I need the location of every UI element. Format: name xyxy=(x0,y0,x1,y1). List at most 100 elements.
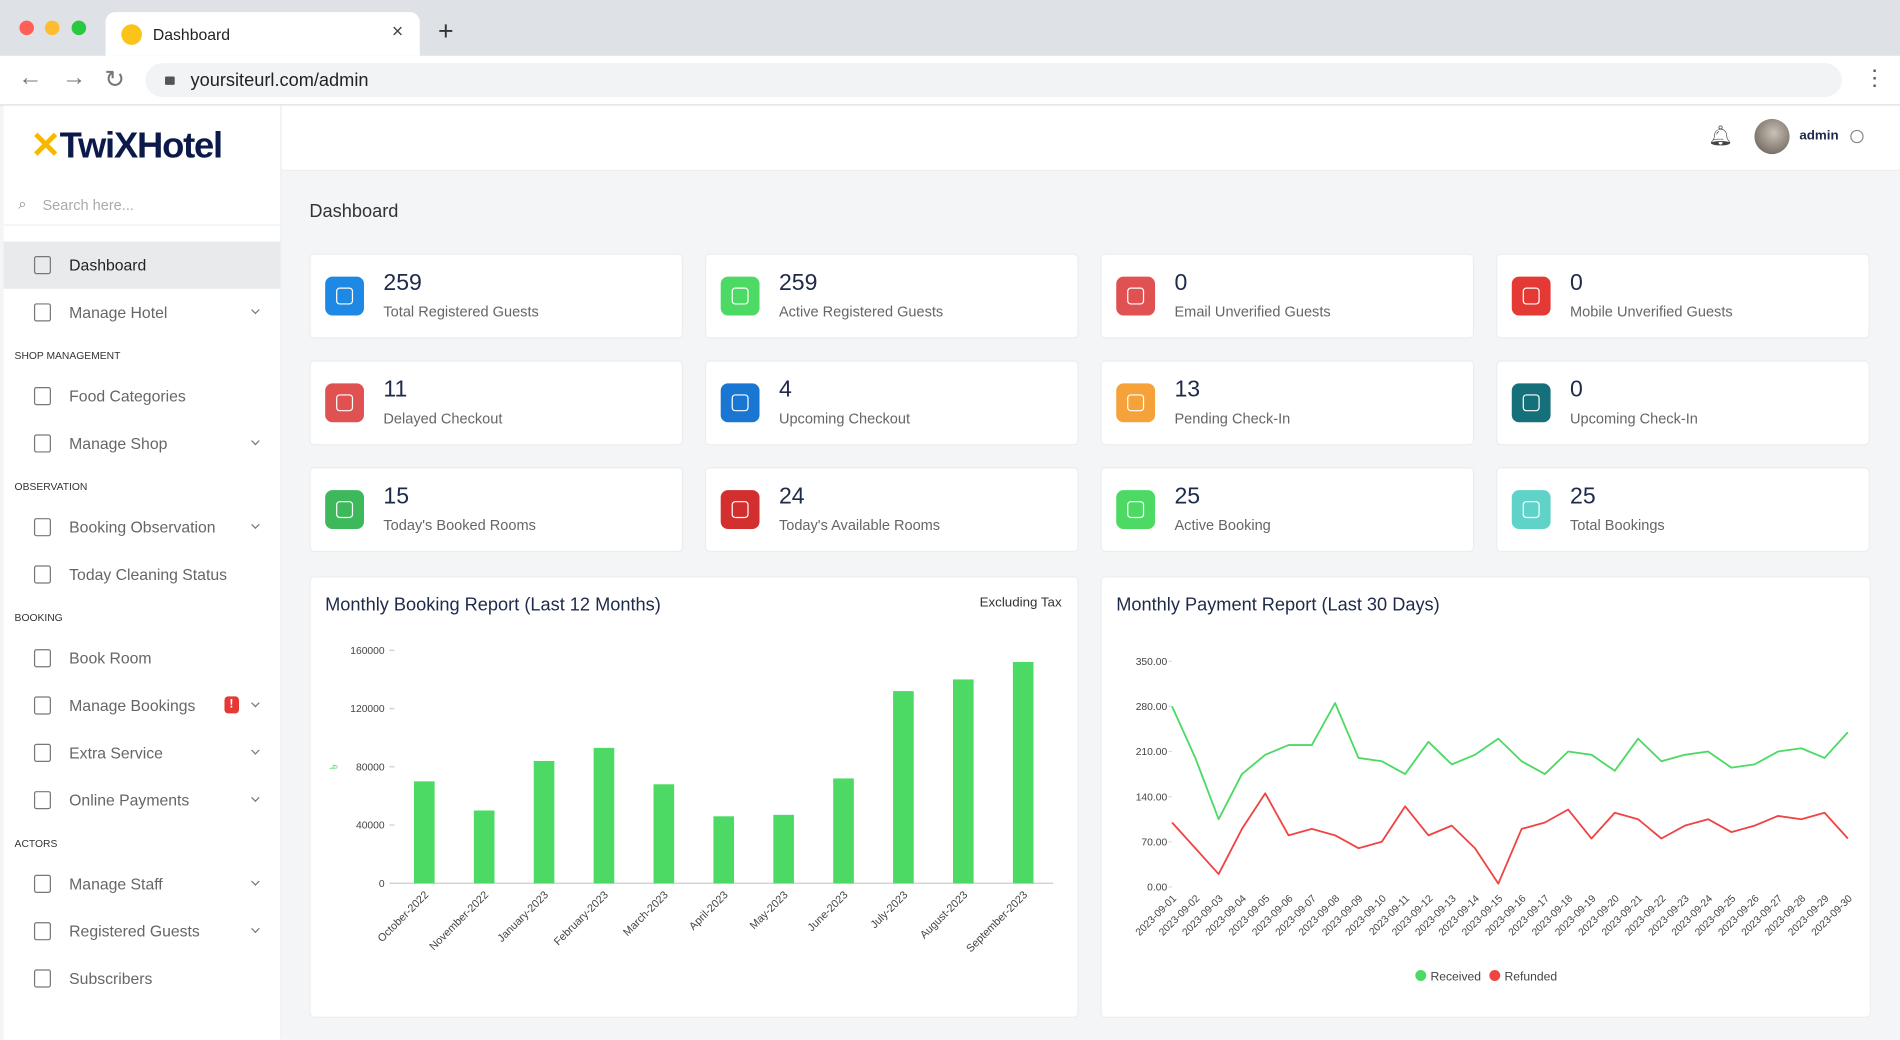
menu-icon xyxy=(33,874,51,893)
bar xyxy=(893,691,914,884)
stat-label: Total Registered Guests xyxy=(383,303,539,321)
stat-value: 0 xyxy=(1570,377,1583,403)
x-tick-label: November-2022 xyxy=(427,889,491,953)
avatar[interactable] xyxy=(1754,118,1790,155)
stat-card: 25 Total Bookings xyxy=(1495,467,1870,553)
stat-icon-glyph xyxy=(731,394,749,412)
stat-icon xyxy=(720,383,760,423)
stat-icon xyxy=(720,490,760,529)
sidebar: ✕TwiXHotel ⌕ Search here... Dashboard Man… xyxy=(3,105,282,1040)
menu-heading: BOOKING xyxy=(4,598,281,634)
bar xyxy=(413,781,435,884)
menu-button[interactable]: ⋮ xyxy=(1863,65,1886,90)
forward-button[interactable]: → xyxy=(61,64,87,91)
logo-mark: ✕ xyxy=(30,126,61,167)
maximize-dot[interactable] xyxy=(71,20,87,36)
tab-close[interactable]: × xyxy=(391,21,404,43)
menu-item[interactable]: Book Room xyxy=(4,635,281,682)
legend-label[interactable]: Refunded xyxy=(1504,969,1557,983)
stat-label: Email Unverified Guests xyxy=(1174,303,1331,321)
stat-icon-glyph xyxy=(1127,394,1145,412)
reload-button[interactable]: ↻ xyxy=(104,66,125,94)
bar xyxy=(713,816,735,884)
x-tick-label: August-2023 xyxy=(918,889,970,941)
menu-icon xyxy=(33,256,51,275)
y-axis-label: ৳ xyxy=(328,764,340,769)
stat-icon-glyph xyxy=(1127,287,1145,305)
menu-icon xyxy=(33,791,51,810)
bar xyxy=(533,760,555,884)
logo[interactable]: ✕TwiXHotel xyxy=(30,125,224,167)
chart-card xyxy=(309,576,1079,1018)
menu-item[interactable]: Manage Shop xyxy=(4,420,281,467)
x-tick-label: June-2023 xyxy=(806,889,851,934)
x-tick-label: May-2023 xyxy=(748,889,791,932)
logo-text: TwiXHotel xyxy=(59,126,224,167)
stat-value: 259 xyxy=(778,270,818,297)
stat-value: 11 xyxy=(383,377,408,403)
address-bar[interactable]: yoursiteurl.com/admin xyxy=(145,63,1842,98)
stat-icon xyxy=(720,276,760,316)
stat-card: 4 Upcoming Checkout xyxy=(704,360,1079,446)
menu-heading-text: SHOP MANAGEMENT xyxy=(14,349,121,362)
stat-icon-glyph xyxy=(336,394,354,412)
tab[interactable]: Dashboard × xyxy=(105,12,420,56)
chart-title: Monthly Payment Report (Last 30 Days) xyxy=(1116,594,1439,614)
menu-icon xyxy=(33,922,51,941)
y-tick-label: 70.00 xyxy=(1141,837,1167,848)
stat-icon-glyph xyxy=(336,501,354,519)
user-menu-toggle[interactable] xyxy=(1850,129,1864,144)
y-tick-label: 0 xyxy=(379,879,385,890)
menu-icon xyxy=(33,743,51,762)
stat-icon-glyph xyxy=(336,287,354,305)
search-box[interactable]: ⌕ Search here... xyxy=(3,186,281,226)
menu-heading: SHOP MANAGEMENT xyxy=(4,336,281,372)
user-name[interactable]: admin xyxy=(1799,128,1839,144)
notification-bell[interactable]: 🔔︎ xyxy=(1708,126,1733,147)
menu-item[interactable]: Dashboard xyxy=(3,241,281,289)
menu-icon xyxy=(33,565,51,584)
menu-item[interactable]: Today Cleaning Status xyxy=(4,551,281,598)
line-series xyxy=(1171,702,1849,821)
menu-item[interactable]: Booking Observation xyxy=(4,504,281,551)
menu-item[interactable]: Online Payments xyxy=(4,777,281,824)
menu-label: Online Payments xyxy=(69,791,190,810)
stat-label: Pending Check-In xyxy=(1174,410,1291,428)
chart-title: Monthly Booking Report (Last 12 Months) xyxy=(325,594,661,614)
stat-value: 13 xyxy=(1174,377,1201,403)
x-tick-label: April-2023 xyxy=(687,889,731,933)
legend-label[interactable]: Received xyxy=(1430,969,1481,983)
stat-label: Active Booking xyxy=(1174,516,1271,534)
line-series xyxy=(1171,792,1849,885)
url: yoursiteurl.com/admin xyxy=(190,70,369,91)
close-dot[interactable] xyxy=(19,20,34,36)
back-button[interactable]: ← xyxy=(18,64,43,91)
menu-item[interactable]: Registered Guests xyxy=(4,908,281,955)
menu-item[interactable]: Extra Service xyxy=(4,729,281,776)
menu-label: Manage Hotel xyxy=(69,303,168,322)
menu-icon xyxy=(33,649,51,668)
menu-item[interactable]: Subscribers xyxy=(4,955,281,1002)
stat-label: Mobile Unverified Guests xyxy=(1570,303,1733,321)
minimize-dot[interactable] xyxy=(44,20,60,36)
menu-label: Subscribers xyxy=(69,969,153,988)
menu-item[interactable]: Food Categories xyxy=(4,372,281,419)
menu-label: Registered Guests xyxy=(69,922,200,941)
menu-label: Manage Staff xyxy=(69,874,163,893)
stat-icon xyxy=(1511,383,1551,423)
stat-icon xyxy=(1116,383,1156,423)
x-tick-label: September-2023 xyxy=(964,889,1030,955)
bar xyxy=(473,810,495,884)
menu-item[interactable]: Manage Hotel xyxy=(4,289,281,336)
legend-swatch xyxy=(1415,970,1427,981)
new-tab[interactable]: + xyxy=(438,15,454,47)
top-header: 🔔︎ admin xyxy=(281,105,1900,172)
menu-icon xyxy=(33,696,51,715)
menu-heading-text: ACTORS xyxy=(14,837,58,850)
menu-item[interactable]: Manage Bookings! xyxy=(4,682,281,729)
stat-value: 0 xyxy=(1174,270,1188,297)
menu-item[interactable]: Manage Staff xyxy=(4,860,281,907)
x-tick-label: January-2023 xyxy=(495,889,551,945)
stat-label: Today's Booked Rooms xyxy=(383,516,536,534)
